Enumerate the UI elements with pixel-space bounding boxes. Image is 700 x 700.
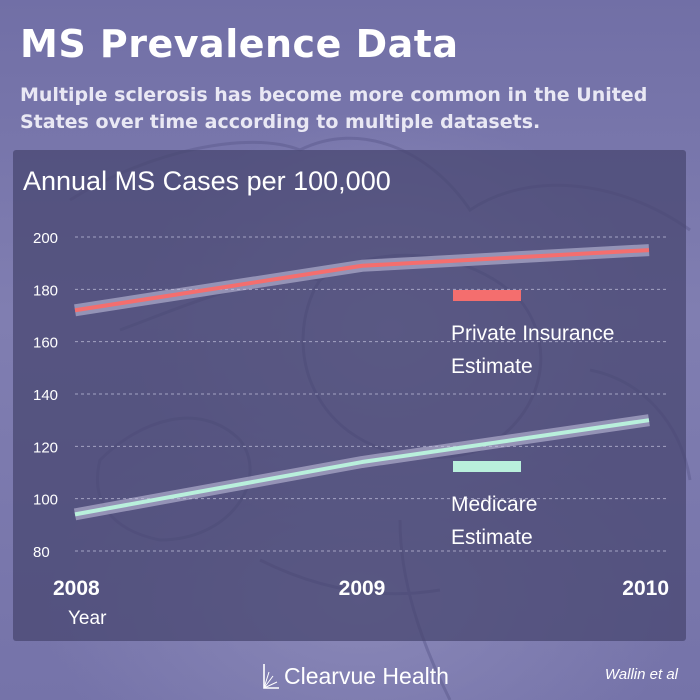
y-tick-label: 200 — [33, 230, 58, 247]
page-title: MS Prevalence Data — [20, 22, 459, 66]
brand-name: Clearvue Health — [284, 662, 449, 689]
legend-label: Private Insurance — [451, 322, 614, 345]
y-tick-label: 120 — [33, 439, 58, 456]
y-tick-label: 180 — [33, 282, 58, 299]
series-halo — [74, 244, 650, 317]
source-credit: Wallin et al — [604, 666, 678, 683]
y-tick-label: 100 — [33, 492, 58, 509]
y-tick-label: 140 — [33, 387, 58, 404]
legend-label: Estimate — [451, 355, 533, 378]
x-axis-label: Year — [68, 608, 107, 629]
x-tick-label: 2009 — [339, 577, 386, 600]
chart-title: Annual MS Cases per 100,000 — [23, 166, 391, 196]
x-tick-label: 2008 — [53, 577, 100, 600]
brand-logo: Clearvue Health — [262, 661, 449, 691]
chart-panel: Annual MS Cases per 100,000 80 100 120 140 1… — [13, 150, 686, 641]
y-tick-label: 160 — [33, 335, 58, 352]
legend-swatch — [453, 290, 521, 301]
clearvue-logo-icon — [263, 664, 279, 689]
legend-label: Estimate — [451, 526, 533, 549]
page-subtitle: Multiple sclerosis has become more commo… — [20, 84, 648, 133]
line-chart: 80 100 120 140 160 180 200 2008 2009 2010 Year Priv… — [33, 230, 669, 629]
y-tick-label: 80 — [33, 544, 50, 561]
legend-label: Medicare — [451, 493, 537, 516]
legend-swatch — [453, 461, 521, 472]
x-tick-label: 2010 — [622, 577, 669, 600]
